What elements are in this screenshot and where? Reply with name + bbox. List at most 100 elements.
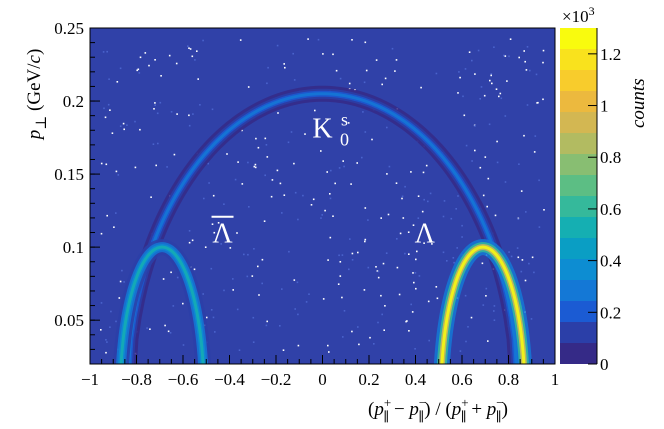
noise-point	[420, 86, 422, 89]
noise-point	[341, 254, 344, 256]
noise-point	[538, 226, 541, 228]
band-lambda	[433, 239, 532, 364]
noise-point	[465, 340, 467, 343]
noise-point	[252, 341, 255, 343]
noise-point	[253, 248, 255, 250]
noise-point	[395, 59, 398, 61]
noise-point	[474, 125, 476, 127]
noise-point	[401, 197, 403, 200]
noise-point	[404, 185, 406, 188]
noise-point	[328, 351, 330, 353]
colorbar-tick-label: 1	[600, 97, 609, 116]
noise-point	[232, 289, 234, 291]
noise-point	[205, 316, 208, 319]
noise-point	[263, 220, 266, 222]
noise-point	[377, 321, 379, 324]
noise-point	[362, 111, 364, 113]
noise-point	[337, 283, 340, 285]
noise-point	[238, 349, 241, 351]
y-tick-label: 0.25	[54, 19, 84, 38]
noise-point	[348, 82, 351, 85]
noise-point	[241, 183, 244, 185]
noise-point	[396, 266, 399, 269]
noise-point	[381, 83, 383, 86]
noise-point	[157, 142, 159, 145]
noise-point	[115, 320, 117, 323]
noise-point	[410, 303, 412, 306]
noise-point	[237, 161, 239, 163]
noise-point	[236, 232, 238, 234]
noise-point	[373, 343, 375, 345]
noise-point	[310, 204, 313, 206]
x-title-part: ) / (	[424, 399, 451, 420]
noise-point	[118, 297, 121, 299]
x-tick-label: −0.2	[261, 370, 292, 389]
x-axis: −1 −0.8 −0.6 −0.4 −0.2 0 0.2 0.4 0.6 0.8 1	[81, 355, 559, 389]
x-title-sup: +	[384, 395, 391, 410]
noise-point	[293, 79, 296, 81]
noise-point	[212, 316, 215, 319]
x-title-part: +	[467, 399, 487, 420]
noise-point	[100, 232, 103, 235]
noise-point	[146, 327, 148, 329]
noise-point	[489, 79, 491, 82]
noise-point	[358, 343, 360, 346]
noise-point	[371, 138, 373, 141]
x-title-part: p	[450, 399, 462, 420]
noise-point	[406, 320, 408, 322]
noise-point	[247, 86, 250, 88]
noise-point	[530, 318, 533, 320]
noise-point	[391, 47, 394, 50]
x-tick-label: −0.4	[214, 370, 245, 389]
noise-point	[414, 272, 417, 274]
noise-point	[380, 217, 382, 219]
noise-point	[407, 231, 410, 233]
noise-point	[386, 173, 388, 175]
noise-point	[524, 60, 526, 63]
colorbar-tick-label: 0.6	[600, 200, 621, 219]
noise-point	[136, 69, 138, 72]
noise-point	[482, 304, 485, 306]
y-title-part: c	[24, 54, 45, 63]
noise-point	[266, 82, 268, 85]
noise-point	[380, 294, 382, 297]
noise-point	[214, 331, 216, 333]
noise-point	[266, 156, 269, 158]
noise-point	[106, 50, 108, 53]
noise-point	[436, 297, 439, 300]
y-tick-label: 0.05	[54, 311, 84, 330]
noise-point	[524, 279, 527, 282]
noise-point	[329, 236, 332, 239]
noise-point	[357, 251, 359, 254]
noise-point	[292, 52, 294, 55]
noise-point	[417, 217, 420, 219]
noise-point	[464, 68, 467, 70]
noise-point	[100, 329, 102, 331]
annotation-label: Λ	[415, 219, 436, 250]
noise-point	[351, 39, 353, 41]
noise-point	[188, 124, 191, 127]
noise-point	[339, 261, 342, 263]
noise-point	[481, 262, 484, 265]
noise-point	[480, 86, 483, 88]
noise-point	[123, 281, 125, 283]
noise-point	[211, 223, 214, 225]
noise-point	[464, 294, 467, 297]
noise-point	[182, 302, 184, 305]
noise-point	[236, 308, 239, 311]
noise-point	[217, 222, 220, 224]
noise-point	[435, 286, 438, 288]
noise-point	[202, 293, 204, 295]
noise-point	[210, 309, 213, 311]
noise-point	[271, 179, 274, 181]
noise-point	[247, 253, 249, 256]
y-title-part: )	[24, 49, 45, 55]
noise-point	[493, 310, 495, 312]
band-layer	[127, 92, 518, 364]
noise-point	[243, 253, 245, 256]
noise-point	[149, 328, 151, 330]
noise-point	[169, 332, 172, 334]
noise-point	[192, 113, 194, 115]
noise-point	[520, 270, 523, 273]
noise-point	[417, 195, 420, 197]
